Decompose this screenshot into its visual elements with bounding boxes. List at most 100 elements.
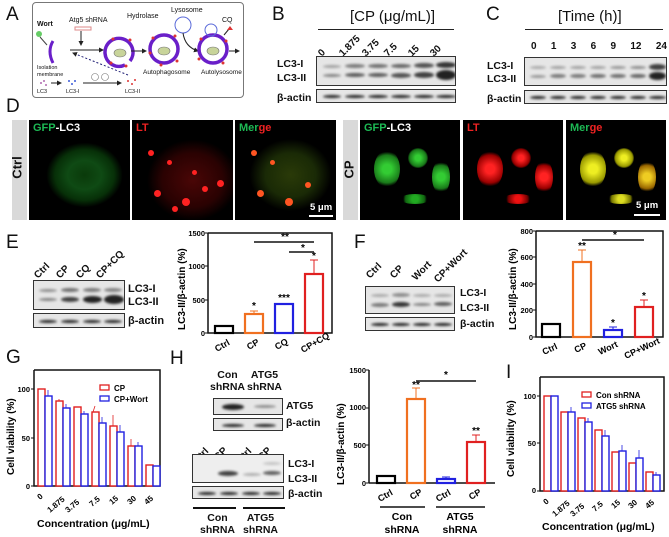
- svg-text:15: 15: [610, 498, 623, 511]
- row-label-lc3-i: LC3-I: [128, 283, 156, 295]
- svg-text:100: 100: [17, 385, 30, 394]
- autophagy-diagram: Wort Atg5 shRNA Hydrolase Lysosome CQ Is…: [32, 2, 244, 98]
- blot-c-title-line: [525, 29, 663, 30]
- micrograph-cp-merge: Merge 5 μm: [566, 120, 666, 220]
- svg-text:*: *: [642, 291, 646, 302]
- svg-text:100: 100: [523, 392, 536, 401]
- svg-text:Con: Con: [392, 511, 412, 523]
- svg-text:400: 400: [520, 280, 533, 289]
- lane-label: CP+CQ: [94, 248, 127, 281]
- row-label-beta-actin: β-actin: [288, 488, 323, 500]
- svg-text:50: 50: [528, 439, 536, 448]
- panel-label-a: A: [6, 4, 19, 25]
- bar-cp: [243, 312, 265, 335]
- blot-h-atg5-actin: [213, 418, 283, 431]
- svg-text:0: 0: [532, 486, 536, 495]
- svg-text:**: **: [412, 380, 420, 391]
- svg-text:Ctrl: Ctrl: [541, 341, 559, 357]
- autophagy-pathway-svg: [36, 16, 240, 86]
- svg-text:ATG5: ATG5: [446, 511, 473, 523]
- row-label-atg5: ATG5: [286, 400, 314, 412]
- lane-label: 24: [655, 41, 667, 52]
- svg-text:***: ***: [278, 293, 290, 304]
- svg-text:CP: CP: [408, 487, 424, 502]
- svg-text:CP: CP: [573, 340, 589, 354]
- row-label-beta-actin: β-actin: [487, 93, 522, 105]
- svg-text:1500: 1500: [188, 229, 205, 238]
- panel-label-h: H: [170, 348, 184, 369]
- svg-text:**: **: [578, 241, 586, 252]
- svg-text:Wort: Wort: [597, 339, 620, 357]
- blot-f-actin: [365, 317, 455, 331]
- h-group-label-con: Con shRNA: [210, 369, 246, 393]
- svg-text:**: **: [472, 426, 480, 437]
- row-label-beta-actin: β-actin: [277, 92, 312, 104]
- label-autolysosome: Autolysosome: [201, 69, 242, 76]
- svg-text:45: 45: [644, 498, 657, 511]
- micrograph-ctrl-merge: Merge 5 μm: [235, 120, 336, 220]
- lane-label: CP+Wort: [432, 247, 470, 285]
- scale-bar: [634, 214, 660, 216]
- panel-label-e: E: [6, 232, 19, 253]
- bar-ctrl: [213, 324, 235, 335]
- chart-g: Cell viability (%) 100 50 0 CP CP+Wort 0 1…: [6, 369, 161, 530]
- row-label-lc3-ii: LC3-II: [288, 473, 318, 485]
- row-label-lc3-i: LC3-I: [277, 58, 304, 70]
- label-cq: CQ: [222, 17, 233, 24]
- channel-merge-red: ge: [258, 122, 272, 134]
- lane-label: 6: [590, 41, 597, 52]
- svg-text:*: *: [613, 230, 617, 241]
- scale-bar: [309, 215, 333, 217]
- legend-atg5-shrna: ATG5 shRNA: [596, 402, 646, 411]
- row-label-beta-actin: β-actin: [460, 318, 495, 330]
- blot-c-title: [Time (h)]: [558, 8, 622, 25]
- panel-label-f: F: [354, 232, 366, 253]
- channel-lt: LT: [136, 122, 149, 134]
- svg-text:7.5: 7.5: [88, 494, 103, 508]
- label-lc3: LC3: [37, 89, 48, 95]
- svg-text:0: 0: [542, 496, 552, 506]
- svg-text:CP: CP: [467, 487, 483, 502]
- scale-bar-label: 5 μm: [636, 200, 659, 211]
- legend-con-shrna: Con shRNA: [596, 391, 641, 400]
- lane-label: 1: [550, 41, 557, 52]
- lane-label: 0: [531, 41, 537, 52]
- h-group-label-atg5-bottom: ATG5 shRNA: [243, 512, 279, 536]
- label-isolation-membrane: Isolation membrane: [37, 65, 64, 78]
- chart-e-ylabel: LC3-II/β-actin (%): [177, 248, 188, 330]
- svg-text:**: **: [281, 232, 289, 243]
- lane-label: 9: [610, 41, 617, 52]
- svg-text:shRNA: shRNA: [442, 524, 477, 536]
- condition-label-ctrl: Ctrl: [10, 120, 27, 220]
- micrograph-ctrl-gfp: GFP-LC3: [29, 120, 130, 220]
- svg-text:0: 0: [362, 479, 366, 488]
- svg-text:0: 0: [26, 482, 30, 491]
- condition-label-cp: CP: [342, 120, 358, 220]
- label-lysosome: Lysosome: [171, 7, 203, 14]
- blot-c-actin: [524, 90, 667, 104]
- h-group-label-con-bottom: Con shRNA: [200, 512, 236, 536]
- svg-text:Ctrl: Ctrl: [376, 487, 394, 503]
- bar-cq: [273, 302, 295, 335]
- svg-text:7.5: 7.5: [591, 499, 606, 513]
- chart-i: Cell viability (%) 100 50 0 Con shRNA ATG5…: [506, 376, 665, 533]
- row-label-lc3-i: LC3-I: [288, 458, 315, 470]
- row-label-lc3-ii: LC3-II: [487, 73, 517, 85]
- lane-label: CP: [54, 263, 72, 281]
- lane-label: CP: [388, 263, 406, 281]
- svg-text:50: 50: [22, 434, 30, 443]
- svg-text:1500: 1500: [349, 366, 366, 375]
- lane-label: 12: [630, 41, 642, 52]
- svg-text:600: 600: [520, 253, 533, 262]
- h-group-label-atg5: ATG5 shRNA: [247, 369, 283, 393]
- row-label-lc3-ii: LC3-II: [460, 302, 490, 314]
- channel-lc3: -LC3: [55, 122, 81, 134]
- legend-cp: CP: [114, 384, 126, 393]
- lane-label: Ctrl: [364, 261, 385, 281]
- panel-label-g: G: [6, 347, 21, 368]
- svg-text:500: 500: [353, 441, 366, 450]
- svg-text:45: 45: [143, 494, 156, 507]
- svg-text:*: *: [611, 318, 615, 329]
